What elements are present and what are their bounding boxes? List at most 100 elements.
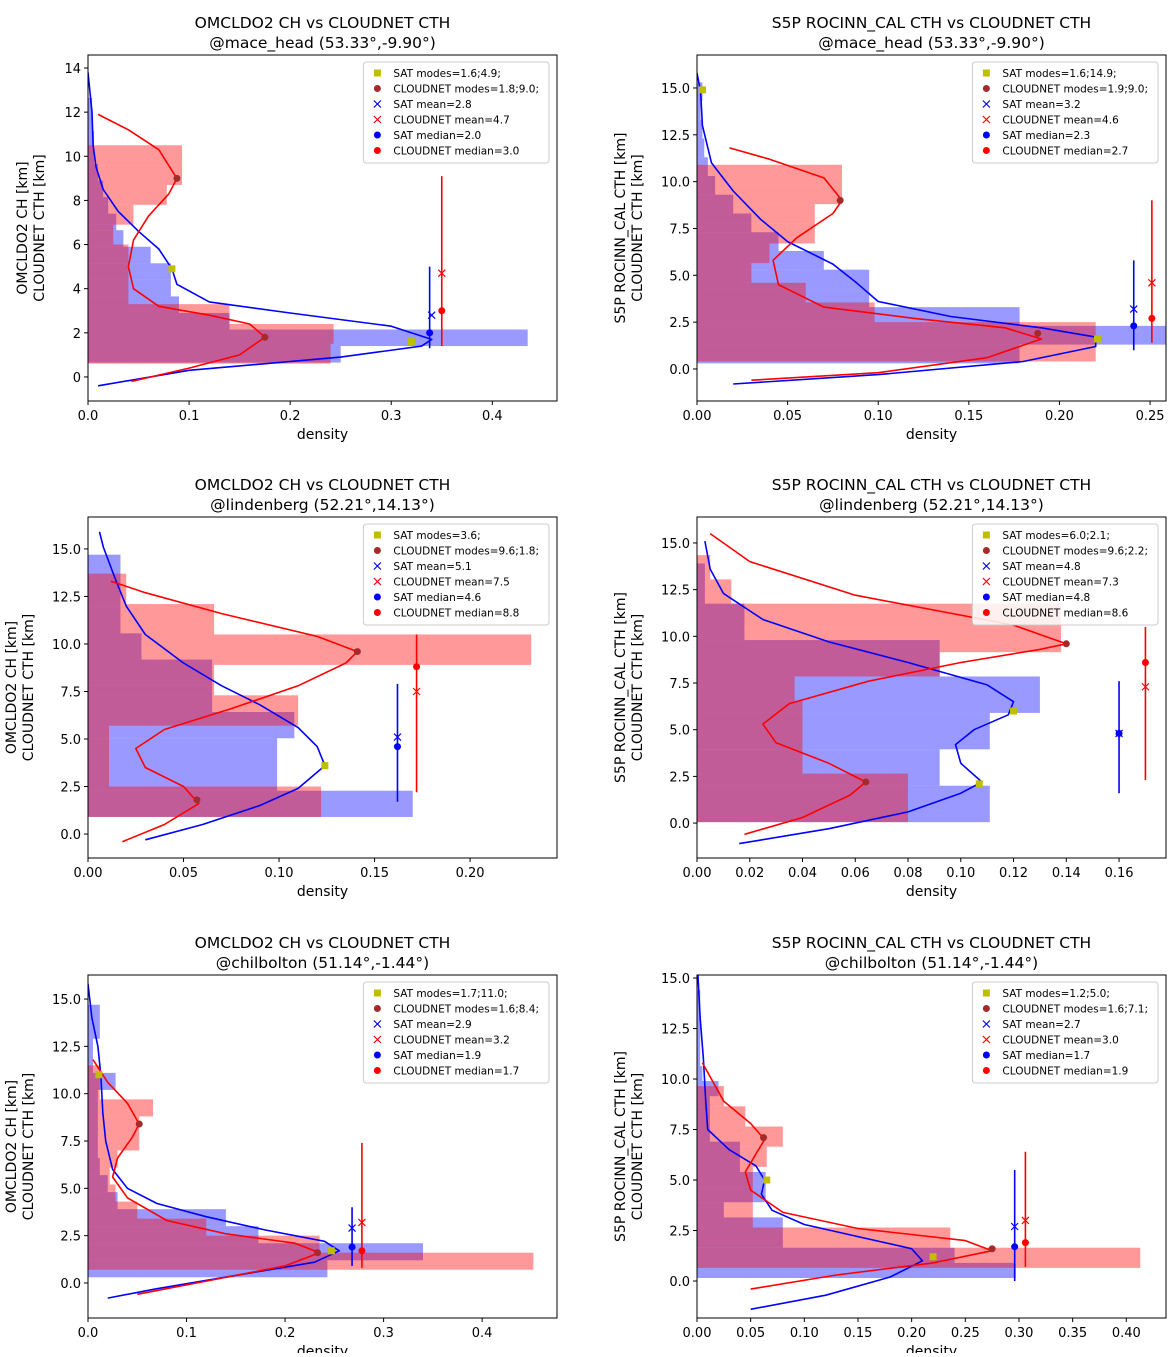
y-axis-label: S5P ROCINN_CAL CTH [km] [613,1051,629,1242]
x-tick-label: 0.10 [790,1326,819,1341]
hist-bar [88,573,127,605]
legend-label: SAT mean=2.7 [1002,1019,1080,1031]
x-tick-label: 0.05 [736,1326,765,1341]
marker-circle [982,131,990,139]
hist-bar [697,232,779,251]
hist-bar [88,1252,534,1270]
y-tick-label: 10.0 [52,638,81,653]
hist-bar [88,230,124,247]
marker-circle [1034,329,1042,337]
x-tick-label: 0.0 [78,409,99,424]
hist-bar [697,288,870,308]
x-tick-label: 0.4 [472,1326,493,1341]
hist-bar [88,1184,116,1202]
hist-bar [697,184,842,205]
hist-bar [88,279,171,297]
hist-bar [88,1226,259,1244]
y-tick-label: 14 [64,62,81,77]
marker-square [982,989,990,997]
hist-bar [697,1166,753,1188]
axes-frame [87,974,558,1319]
hist-bar [697,302,875,323]
marker-square [982,531,990,539]
marker-x [373,577,382,586]
x-tick-label: 0.40 [1112,1326,1141,1341]
hist-bar [88,786,322,817]
hist-bar [88,1082,100,1100]
legend-box [971,61,1159,164]
marker-x [982,1020,991,1028]
hist-bar [697,344,1020,364]
legend-box [971,981,1159,1084]
legend-box [971,523,1159,626]
x-tick-label: 0.3 [373,1326,394,1341]
hist-bar [88,659,213,686]
marker-circle [836,196,844,204]
hist-bar [697,1247,955,1263]
y-tick-label: 5.0 [60,1182,81,1197]
subplot: 0.00 0.05 0.10 0.15 0.20 0.25 0.0 2.5 5.0 7.5 10.0… [613,14,1167,443]
y-tick-label: 12.5 [661,584,690,599]
chart-title: S5P ROCINN_CAL CTH vs CLOUDNET CTH [772,14,1091,33]
y-tick-label: 0.0 [60,1277,81,1292]
hist-bar [697,1020,701,1036]
y-tick-label: 12 [64,106,81,121]
hist-bar [88,204,134,225]
marker-circle [413,663,421,671]
x-axis-label: density [297,427,348,443]
y-tick-label: 0 [73,371,81,386]
marker-circle [261,333,269,341]
hist-bar [697,773,909,798]
marker-circle [1130,322,1138,330]
marker-x [982,115,991,124]
x-tick-label: 0.20 [456,866,485,881]
hist-bar [697,749,803,774]
legend-label: SAT modes=6.0;2.1; [1002,530,1110,542]
y-tick-label: 2 [73,327,81,342]
y-tick-label: 15.0 [661,972,690,987]
legend-label: CLOUDNET median=1.9 [1002,1066,1128,1078]
hist-bar [88,264,129,285]
hist-bar [697,627,1062,653]
legend-label: CLOUDNET median=8.8 [393,608,519,620]
hist-bar [697,579,732,604]
marker-circle [1011,1243,1019,1251]
hist-bar [697,194,734,214]
legend-label: CLOUDNET mean=4.7 [393,115,509,127]
hist-bar [88,725,110,757]
y-tick-label: 7.5 [60,685,81,700]
axes-frame [87,54,558,402]
y-tick-label: 6 [73,239,81,254]
x-tick-label: 0.00 [683,409,712,424]
chart-subtitle: @chilbolton (51.14°,-1.44°) [825,954,1038,972]
legend-label: CLOUDNET mean=7.5 [393,577,509,589]
hist-bar [88,738,278,765]
hist-bar [697,243,770,264]
marker-circle [982,1051,990,1059]
y-tick-label: 15.0 [661,537,690,552]
hist-bar [697,341,1096,362]
x-tick-label: 0.10 [864,409,893,424]
marker-circle [1115,729,1123,737]
hist-bar [697,1232,783,1248]
hist-bar [88,244,129,265]
y-axis-label: OMCLDO2 CH [km] [4,1080,20,1213]
hist-bar [697,1106,746,1127]
axes-frame [87,516,558,859]
kde-line [92,1059,321,1296]
x-tick-label: 0.10 [946,866,975,881]
hist-bar [88,1089,98,1107]
y-axis-label: CLOUDNET CTH [km] [630,154,646,301]
y-axis-label: CLOUDNET CTH [km] [630,614,646,761]
y-tick-label: 15.0 [661,82,690,97]
y-tick-label: 8 [73,194,81,209]
hist-bar [88,147,95,165]
marker-square [168,265,176,273]
legend-label: SAT mean=5.1 [393,561,471,573]
marker-square [373,531,381,539]
marker-circle [426,329,434,337]
kde-line [110,580,359,843]
x-tick-label: 0.14 [1052,866,1081,881]
kde-line [97,113,266,383]
x-tick-label: 0.05 [169,866,198,881]
